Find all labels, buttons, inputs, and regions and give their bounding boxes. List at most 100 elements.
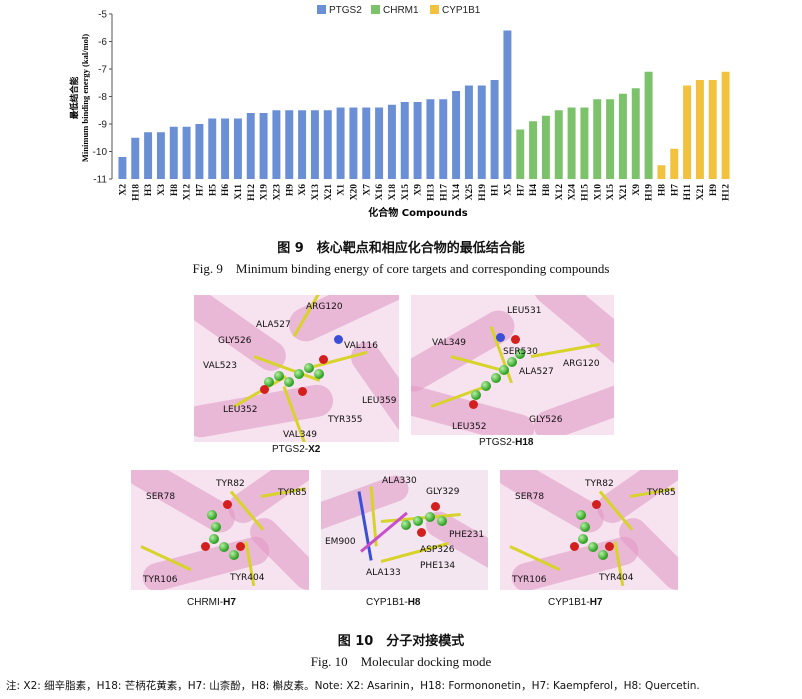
residue-label: TYR82: [585, 479, 614, 489]
residue-label: GLY526: [218, 336, 252, 346]
x-tick-label: H1: [491, 184, 501, 196]
residue-label: VAL523: [203, 361, 237, 371]
x-tick-label: X2: [118, 184, 128, 196]
x-tick-label: X19: [260, 184, 270, 201]
x-tick-label: X21: [696, 184, 706, 201]
bar: [477, 85, 486, 179]
y-axis-label-cn: 最低结合能: [69, 76, 80, 119]
bar: [541, 115, 550, 179]
residue-label: TYR85: [278, 488, 307, 498]
fig9-caption-cn: 图 9 核心靶点和相应化合物的最低结合能: [277, 241, 525, 256]
residue-label: VAL349: [283, 430, 317, 440]
bar: [516, 129, 525, 179]
residue-label: TYR85: [647, 488, 676, 498]
bar: [144, 132, 153, 179]
x-tick-label: X15: [606, 184, 616, 201]
bar: [644, 71, 653, 179]
y-tick-label: -6: [98, 37, 107, 48]
x-tick-label: H4: [529, 184, 539, 196]
bars-group: [118, 30, 730, 179]
bar: [272, 110, 281, 179]
residue-label: VAL349: [432, 338, 466, 348]
residue-label: TYR355: [328, 415, 363, 425]
bar: [182, 126, 191, 179]
docking-panel-ptgs2-x2: ARG120 ALA527 GLY526 VAL116 VAL523 LEU35…: [194, 295, 399, 442]
bar: [503, 30, 512, 179]
residue-label: SER78: [515, 492, 545, 502]
docking-panel-label: PTGS2-X2: [272, 444, 321, 455]
fig10-caption-cn: 图 10 分子对接模式: [337, 634, 465, 649]
bar: [670, 148, 679, 179]
x-tick-label: H19: [478, 184, 488, 201]
bar: [323, 110, 332, 179]
figure-note: 注: X2: 细辛脂素，H18: 芒柄花黄素，H7: 山柰酚，H8: 槲皮素。N…: [6, 680, 700, 692]
bar: [439, 99, 448, 179]
residue-label: TYR404: [230, 573, 265, 583]
docking-panel-label: CYP1B1-H8: [366, 597, 421, 608]
x-tick-label: X15: [401, 184, 411, 201]
y-tick-label: -11: [93, 175, 107, 186]
x-tick-label: H15: [580, 184, 590, 201]
y-axis: -5 -6 -7 -8 -9 -10 -11: [93, 10, 113, 186]
x-tick-label: H11: [683, 184, 693, 201]
bar: [554, 110, 563, 179]
bar: [169, 126, 178, 179]
bar: [285, 110, 294, 179]
bar: [593, 99, 602, 179]
docking-panel-ptgs2-h18: LEU531 VAL349 SER530 ALA527 ARG120 LEU35…: [411, 295, 614, 435]
bar: [221, 118, 230, 179]
x-tick-label: X3: [157, 184, 167, 196]
x-tick-labels: X2 H18 H3 X3 H8 X12 H7 H5 H6 X11 H12 X19 X23 H9 X6 X13 X…: [118, 184, 731, 201]
x-tick-label: X18: [388, 184, 398, 201]
legend-label: CYP1B1: [442, 5, 481, 16]
bar: [618, 93, 627, 179]
x-tick-label: H5: [208, 184, 218, 196]
x-tick-label: X9: [632, 184, 642, 196]
bar: [195, 124, 204, 179]
docking-panel-chrmi-h7: TYR82 SER78 TYR85 TYR106 TYR404: [131, 470, 309, 590]
bar: [657, 165, 666, 179]
bar: [131, 137, 140, 179]
x-tick-label: X12: [183, 184, 193, 201]
bar: [310, 110, 319, 179]
x-tick-label: X9: [414, 184, 424, 196]
bar: [529, 121, 538, 179]
x-tick-label: H8: [657, 184, 667, 196]
legend-swatch: [430, 5, 439, 14]
y-tick-label: -5: [98, 10, 107, 21]
docking-panel-label: CHRMI-H7: [187, 597, 236, 608]
residue-label: PHE231: [449, 530, 485, 540]
residue-label: LEU352: [223, 405, 258, 415]
residue-label: ASP326: [420, 545, 455, 555]
x-tick-label: H9: [709, 184, 719, 196]
x-tick-label: H17: [439, 184, 449, 201]
x-tick-label: H12: [247, 184, 257, 201]
bar: [580, 107, 589, 179]
docking-panel-cyp1b1-h8: ALA330 GLY329 EM900 PHE231 ASP326 PHE134…: [321, 470, 488, 590]
residue-label: LEU359: [362, 396, 397, 406]
residue-label: ARG120: [563, 359, 600, 369]
bar: [246, 113, 255, 179]
residue-label: ALA133: [366, 568, 401, 578]
residue-label: GLY526: [529, 415, 563, 425]
y-axis-label-en: Minimum binding energy (kal/mol): [80, 34, 90, 162]
residue-label: LEU531: [507, 306, 542, 316]
bar: [490, 80, 499, 179]
x-tick-label: X20: [349, 184, 359, 201]
bar: [413, 102, 422, 179]
x-tick-label: X11: [234, 184, 244, 200]
x-tick-label: X1: [337, 184, 347, 196]
residue-label: ALA527: [519, 367, 554, 377]
x-tick-label: X24: [568, 184, 578, 201]
legend-label: PTGS2: [329, 5, 362, 16]
residue-label: GLY329: [426, 487, 460, 497]
x-tick-label: X16: [375, 184, 385, 201]
x-tick-label: H13: [426, 184, 436, 201]
bar: [336, 107, 345, 179]
residue-label: SER78: [146, 492, 176, 502]
bar: [387, 104, 396, 179]
bar: [233, 118, 242, 179]
fig9-caption-en: Fig. 9 Minimum binding energy of core ta…: [192, 261, 610, 276]
x-tick-label: H8: [542, 184, 552, 196]
x-tick-label: H3: [144, 184, 154, 196]
